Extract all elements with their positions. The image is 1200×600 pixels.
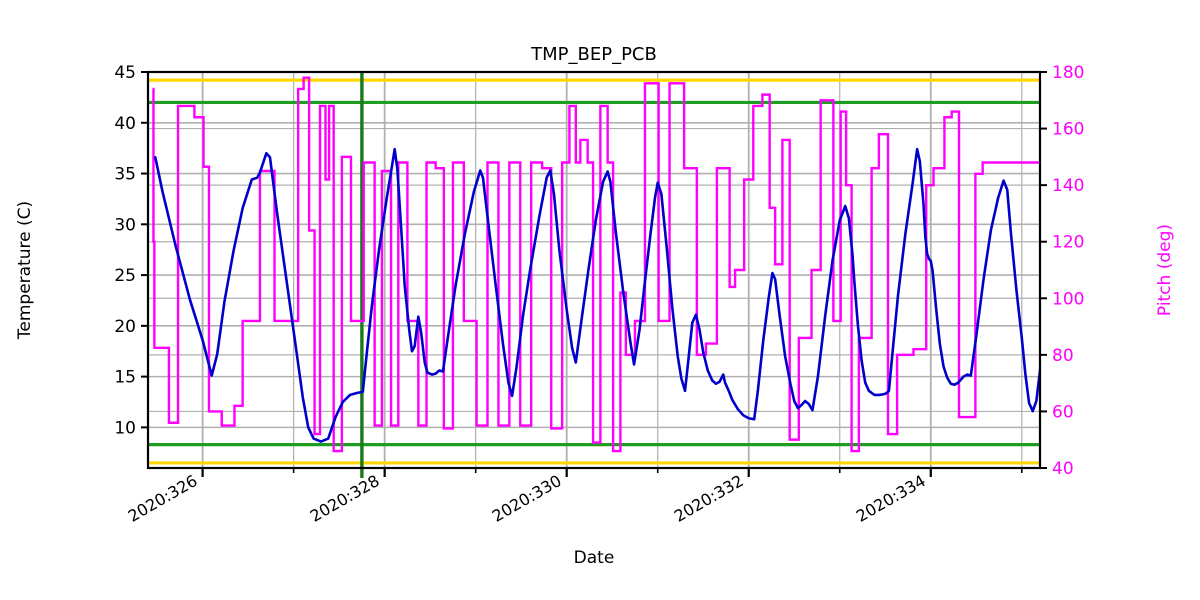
y-axis-left-ticks: 10 15 20 25 30 35 40 45 [114,63,148,438]
x-axis-label: Date [574,548,615,568]
pitch-series-line [152,76,1040,453]
limit-lines [148,78,1040,465]
y2-tick-label: 60 [1052,402,1074,422]
temperature-line [153,147,1040,443]
y2-tick-label: 160 [1052,120,1084,140]
pitch-line [152,76,1040,453]
y2-tick-label: 140 [1052,176,1084,196]
axes-frame [146,70,1042,470]
y-axis-right-ticks: 40 60 80 100 120 140 160 180 [1040,63,1084,479]
y-tick-label: 15 [114,368,136,388]
y-tick-label: 25 [114,266,136,286]
y-tick-label: 40 [114,114,136,134]
y-tick-label: 45 [114,63,136,83]
y-tick-label: 20 [114,317,136,337]
chart-title: TMP_BEP_PCB [530,44,657,65]
temperature-series-line [153,147,1040,443]
y2-tick-label: 40 [1052,459,1074,479]
y2-tick-label: 80 [1052,346,1074,366]
y-axis-label-right: Pitch (deg) [1155,224,1175,316]
y-tick-label: 30 [114,215,136,235]
y-tick-label: 35 [114,165,136,185]
y-axis-label-left: Temperature (C) [15,201,35,340]
plot-area [146,70,1042,478]
y2-tick-label: 180 [1052,63,1084,83]
y2-tick-label: 120 [1052,233,1084,253]
y2-tick-label: 100 [1052,289,1084,309]
y-tick-label: 10 [114,418,136,438]
